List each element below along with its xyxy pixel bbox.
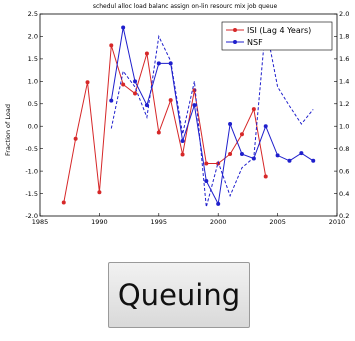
series-0-point	[168, 98, 173, 103]
y2-tick-label-4: 1.0	[339, 122, 349, 130]
series-0-point	[263, 174, 268, 179]
series-0-point	[180, 152, 185, 157]
x-tick-label-0: 1985	[32, 218, 49, 226]
y-tick-label-1: -1.5	[25, 190, 38, 198]
y2-tick-label-8: 1.8	[339, 33, 349, 41]
series-2-line	[110, 25, 314, 208]
plot-frame	[39, 13, 338, 217]
series-1-point	[180, 139, 185, 144]
series-1-point	[311, 158, 316, 163]
chart: schedul alloc load balanc assign on-lin …	[4, 3, 349, 226]
series-0-point	[109, 43, 114, 48]
series-1-line	[110, 27, 314, 206]
y-tick-label-5: 0.5	[28, 100, 38, 108]
y2-tick-label-0: 0.2	[339, 212, 349, 220]
series-0-point	[204, 161, 209, 166]
y-tick-label-6: 1.0	[28, 78, 38, 86]
series-0-point	[121, 82, 126, 87]
series-0-point	[85, 80, 90, 85]
y-tick-label-3: -0.5	[25, 145, 38, 153]
series-0-point	[156, 130, 161, 135]
y-tick-label-2: -1.0	[25, 167, 38, 175]
series-0-point	[251, 107, 256, 112]
y-tick-label-8: 2.0	[28, 33, 38, 41]
x-tick-label-1: 1990	[91, 218, 108, 226]
series-1-point	[275, 153, 280, 158]
series-1-point	[239, 152, 244, 157]
queuing-button[interactable]: Queuing	[108, 262, 250, 328]
legend-label-1: NSF	[247, 38, 263, 47]
x-tick-label-5: 2010	[329, 218, 346, 226]
series-1-point	[133, 79, 138, 84]
y2-tick-label-9: 2.0	[339, 10, 349, 18]
y2-tick-label-2: 0.6	[339, 167, 349, 175]
y-tick-label-4: 0.0	[28, 122, 38, 130]
chart-title: schedul alloc load balanc assign on-lin …	[93, 3, 278, 10]
x-tick-label-4: 2005	[269, 218, 286, 226]
y2-tick-label-5: 1.2	[339, 100, 349, 108]
series-1-point	[144, 103, 149, 108]
y2-tick-label-3: 0.8	[339, 145, 349, 153]
series-1-point	[299, 151, 304, 156]
series-1-point	[204, 178, 209, 183]
y2-tick-label-6: 1.4	[339, 78, 349, 86]
series-0-point	[144, 51, 149, 56]
y-tick-label-0: -2.0	[25, 212, 38, 220]
series-0-point	[97, 190, 102, 195]
series-1-point	[109, 98, 114, 103]
legend-label-0: ISI (Lag 4 Years)	[247, 26, 311, 35]
series-1-point	[156, 61, 161, 66]
series-0-line	[63, 45, 267, 203]
legend-box	[221, 21, 333, 51]
legend-marker-0	[233, 28, 237, 32]
series-0-point	[133, 91, 138, 96]
series-1-point	[192, 103, 197, 108]
y2-tick-label-7: 1.6	[339, 55, 349, 63]
x-tick-label-2: 1995	[151, 218, 168, 226]
legend-marker-1	[233, 40, 237, 44]
series-1-point	[228, 121, 233, 126]
y-tick-label-9: 2.5	[28, 10, 38, 18]
y-tick-label-7: 1.5	[28, 55, 38, 63]
series-0-point	[73, 136, 78, 141]
series-0-point	[228, 152, 233, 157]
series-1-point	[216, 201, 221, 206]
series-0-point	[239, 132, 244, 137]
series-1-point	[251, 156, 256, 161]
y2-tick-label-1: 0.4	[339, 190, 349, 198]
series-1-point	[121, 25, 126, 30]
series-1-point	[263, 124, 268, 129]
y-axis-label: Fraction of Load	[4, 104, 12, 156]
series-1-point	[287, 158, 292, 163]
x-tick-label-3: 2000	[210, 218, 227, 226]
series-0-point	[61, 200, 66, 205]
